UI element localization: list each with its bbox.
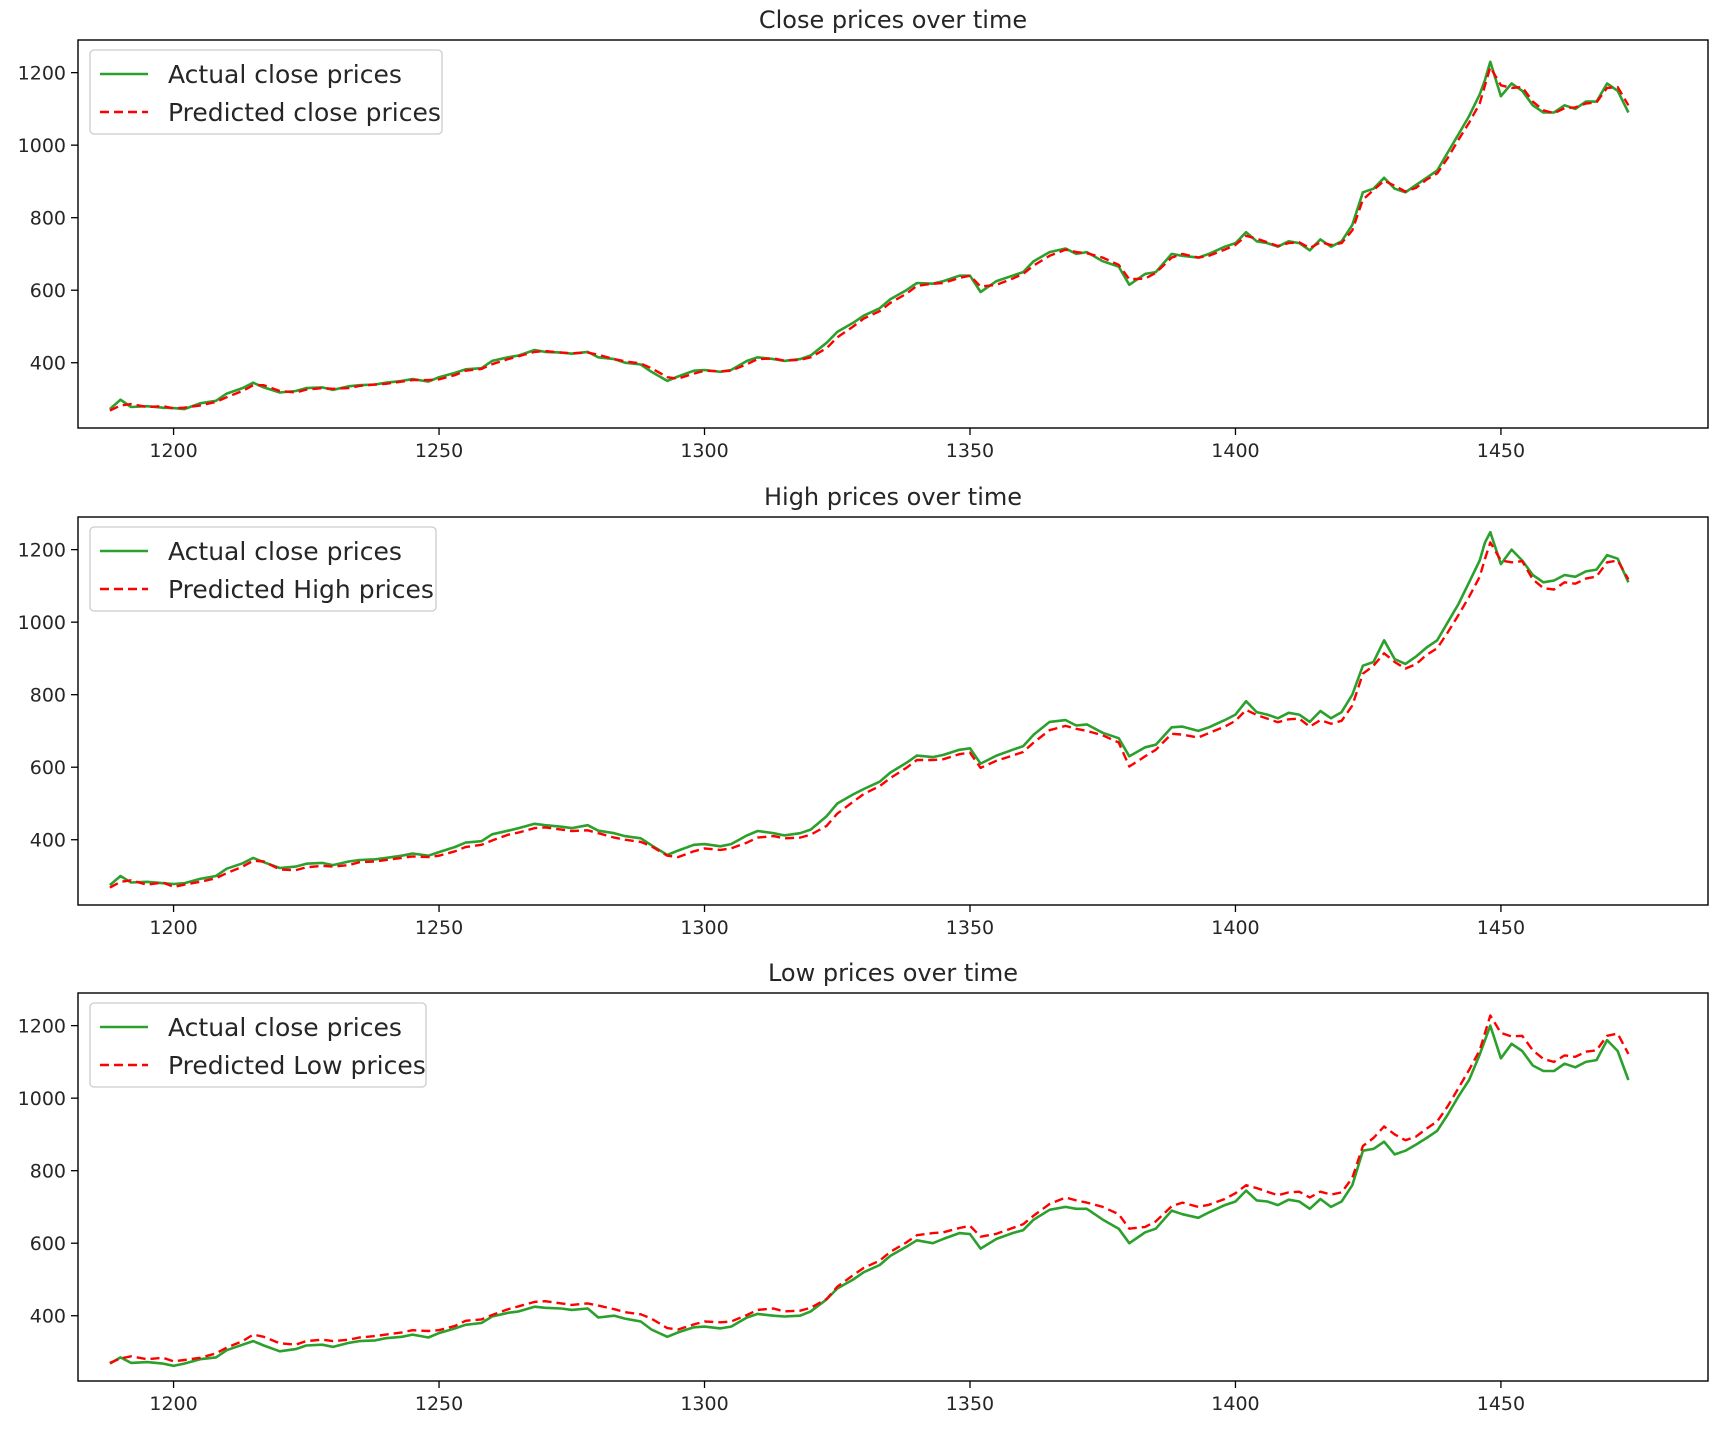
y-tick-label: 400 bbox=[30, 1306, 66, 1328]
x-tick-label: 1250 bbox=[415, 917, 463, 939]
axes-frame bbox=[77, 516, 1709, 906]
chart-title: High prices over time bbox=[764, 483, 1022, 511]
x-tick-label: 1350 bbox=[946, 917, 994, 939]
x-tick-label: 1400 bbox=[1211, 440, 1259, 462]
legend-box bbox=[89, 526, 437, 612]
series-line-actual bbox=[109, 530, 1630, 887]
y-tick-label: 1000 bbox=[18, 1088, 66, 1110]
x-tick-label: 1350 bbox=[946, 1393, 994, 1415]
x-tick-label: 1350 bbox=[946, 440, 994, 462]
x-tick-label: 1400 bbox=[1211, 917, 1259, 939]
y-tick-label: 1200 bbox=[18, 63, 66, 85]
legend-box bbox=[89, 49, 443, 135]
chart-panel-1: Close prices over time 1200 1250 1300 1350 14… bbox=[18, 6, 1709, 462]
axes-frame bbox=[77, 39, 1709, 429]
chart-panel-2: High prices over time 1200 1250 1300 1350 140… bbox=[18, 483, 1709, 939]
series-line-actual bbox=[109, 1024, 1630, 1368]
legend-entry: Predicted Low prices bbox=[168, 1051, 426, 1080]
legend-entry: Actual close prices bbox=[168, 1013, 402, 1042]
legend-box bbox=[89, 1002, 427, 1088]
series-line-predicted bbox=[109, 1014, 1630, 1365]
y-tick-label: 600 bbox=[30, 757, 66, 779]
x-tick-label: 1250 bbox=[415, 440, 463, 462]
x-tick-label: 1200 bbox=[149, 917, 197, 939]
x-tick-label: 1200 bbox=[149, 440, 197, 462]
axes-frame bbox=[77, 992, 1709, 1382]
y-tick-label: 1000 bbox=[18, 612, 66, 634]
x-tick-label: 1450 bbox=[1477, 917, 1525, 939]
series-line-predicted bbox=[109, 541, 1630, 889]
legend-entry: Actual close prices bbox=[168, 537, 402, 566]
legend-entry: Actual close prices bbox=[168, 60, 402, 89]
x-tick-label: 1300 bbox=[680, 1393, 728, 1415]
chart-title: Low prices over time bbox=[768, 959, 1018, 987]
chart-panel-3: Low prices over time 1200 1250 1300 1350 1400… bbox=[18, 959, 1709, 1415]
x-tick-label: 1300 bbox=[680, 917, 728, 939]
y-tick-label: 600 bbox=[30, 1233, 66, 1255]
x-tick-label: 1300 bbox=[680, 440, 728, 462]
x-tick-label: 1450 bbox=[1477, 440, 1525, 462]
y-tick-label: 800 bbox=[30, 1161, 66, 1183]
y-tick-label: 400 bbox=[30, 353, 66, 375]
y-tick-label: 800 bbox=[30, 208, 66, 230]
y-tick-label: 1200 bbox=[18, 540, 66, 562]
series-line-actual bbox=[109, 60, 1630, 411]
x-tick-label: 1450 bbox=[1477, 1393, 1525, 1415]
y-tick-label: 1000 bbox=[18, 135, 66, 157]
y-tick-label: 600 bbox=[30, 280, 66, 302]
x-tick-label: 1400 bbox=[1211, 1393, 1259, 1415]
y-tick-label: 800 bbox=[30, 685, 66, 707]
legend-entry: Predicted High prices bbox=[168, 575, 434, 604]
chart-title: Close prices over time bbox=[759, 6, 1027, 34]
y-tick-label: 400 bbox=[30, 830, 66, 852]
y-tick-label: 1200 bbox=[18, 1016, 66, 1038]
legend-entry: Predicted close prices bbox=[168, 98, 441, 127]
x-tick-label: 1200 bbox=[149, 1393, 197, 1415]
x-tick-label: 1250 bbox=[415, 1393, 463, 1415]
series-line-predicted bbox=[109, 65, 1630, 412]
